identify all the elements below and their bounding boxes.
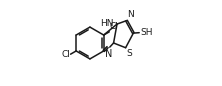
Text: HN: HN bbox=[100, 19, 113, 28]
Text: Cl: Cl bbox=[110, 22, 119, 31]
Text: S: S bbox=[126, 49, 132, 58]
Text: SH: SH bbox=[140, 28, 153, 37]
Text: Cl: Cl bbox=[61, 50, 70, 59]
Text: N: N bbox=[105, 49, 112, 59]
Text: N: N bbox=[127, 10, 134, 19]
